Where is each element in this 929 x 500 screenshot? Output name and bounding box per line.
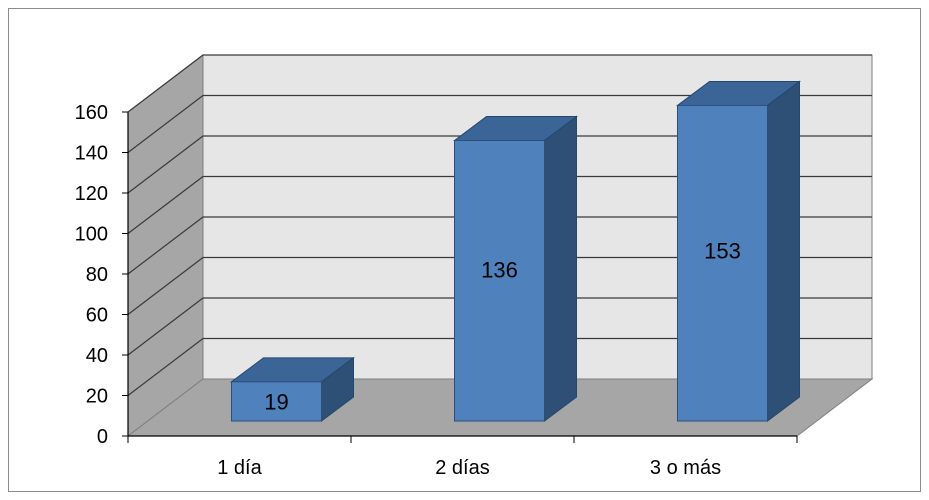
x-category-label: 1 día <box>217 457 262 479</box>
gridline <box>127 337 872 396</box>
gridlines <box>127 54 872 396</box>
y-tick-label: 60 <box>86 305 108 327</box>
gridline <box>127 256 872 315</box>
gridline <box>127 297 872 356</box>
gridline <box>127 135 872 194</box>
y-tick-label: 160 <box>75 102 108 124</box>
bar-side <box>544 115 577 422</box>
bar: 153 <box>676 80 801 422</box>
gridline <box>127 216 872 275</box>
y-tick-label: 20 <box>86 386 108 408</box>
y-tick-label: 0 <box>97 426 108 448</box>
data-label: 153 <box>704 239 741 264</box>
bars: 19 136 153 <box>230 80 801 422</box>
x-category-label: 3 o más <box>650 457 721 479</box>
bar: 136 <box>453 115 578 422</box>
y-tick-label: 100 <box>75 224 108 246</box>
bar-front <box>454 140 545 422</box>
x-category-labels: 1 día 2 días 3 o más <box>217 457 721 479</box>
data-label: 19 <box>264 389 288 414</box>
bar-front <box>231 381 322 422</box>
x-category-label: 2 días <box>435 457 489 479</box>
y-tick-labels: 0 20 40 60 80 100 120 140 160 <box>75 102 128 448</box>
data-label: 136 <box>481 258 518 283</box>
gridline <box>127 175 872 234</box>
bar-front <box>677 104 768 422</box>
bar: 19 <box>230 356 355 422</box>
y-tick-label: 120 <box>75 183 108 205</box>
gridline <box>127 94 872 153</box>
y-tick-label: 40 <box>86 345 108 367</box>
y-tick-label: 140 <box>75 143 108 165</box>
bar-side <box>767 80 800 422</box>
y-tick-label: 80 <box>86 264 108 286</box>
gridline <box>127 54 872 113</box>
